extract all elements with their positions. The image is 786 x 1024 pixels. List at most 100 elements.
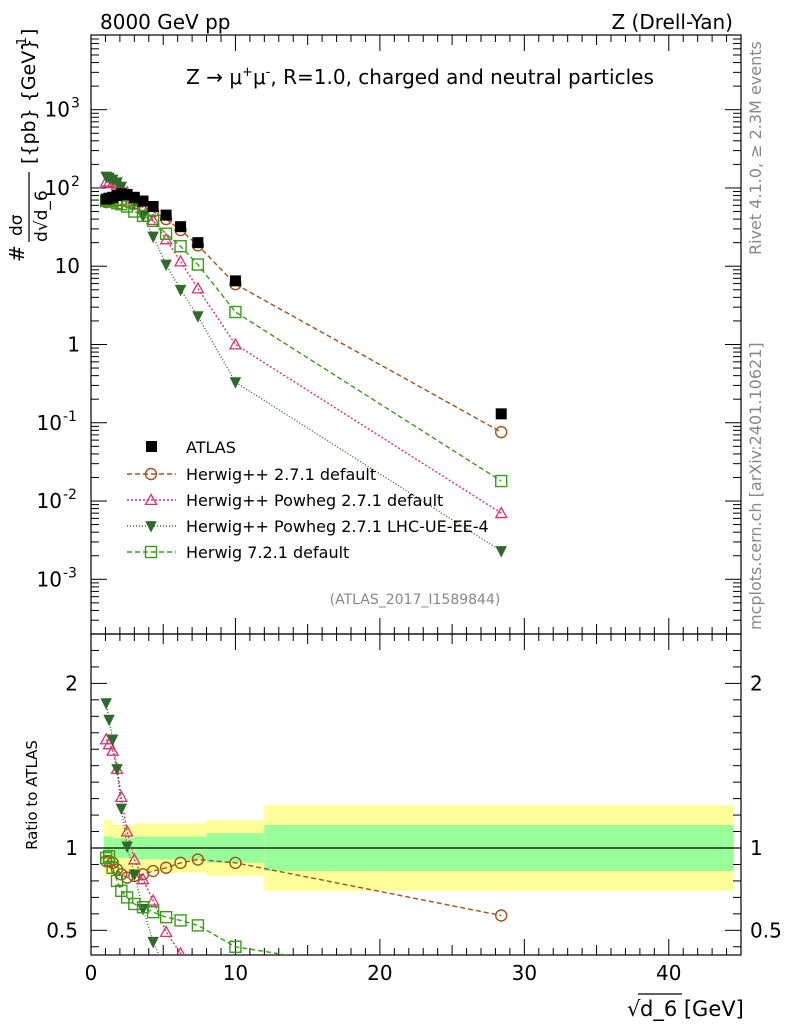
series-point-herwig-powheg-2-7-1-default — [173, 254, 188, 267]
series-line-herwig-powheg-2-7-1-default — [106, 181, 502, 514]
atlas-data-point — [175, 221, 187, 233]
ratio-point-herwig-powheg-2-7-1-lhc-ue-ee-4 — [106, 734, 119, 746]
series-point-herwig-7-2-1-default — [191, 258, 205, 271]
legend-marker-atlas — [146, 441, 157, 452]
y-tick-label-2: 10 -1 — [37, 409, 77, 435]
ratio-point-herwig-powheg-2-7-1-default — [159, 925, 173, 938]
y-tick-label-1: 10 -2 — [37, 487, 77, 513]
legend: ATLAS Herwig++ 2.7.1 default Herwig++ Pow… — [127, 438, 489, 562]
ratio-point-herwig-powheg-2-7-1-default — [175, 946, 186, 955]
legend-label-atlas: ATLAS — [186, 438, 236, 457]
ratio-point-herwig-powheg-2-7-1-lhc-ue-ee-4 — [115, 803, 128, 816]
series-point-herwig-powheg-2-7-1-default — [494, 506, 508, 519]
legend-marker-herwig-7-2-1-default — [144, 545, 158, 559]
ratio-tick-label-right-1: 1 — [750, 836, 763, 860]
y-tick-label-5: 10 2 — [45, 174, 80, 200]
atlas-data-point — [229, 275, 241, 287]
y-tick-label-6: 10 3 — [45, 96, 80, 122]
y-tick-label-base: 10 — [37, 489, 62, 513]
ratio-point-herwig-7-2-1-default — [146, 906, 160, 919]
ratio-point-herwig-powheg-2-7-1-default — [114, 790, 128, 803]
ratio-tick-label-left-2: 2 — [65, 671, 78, 695]
y-tick-label-base: 10 — [45, 98, 70, 122]
y-tick-label-base: 10 — [45, 176, 70, 200]
atlas-data-point — [121, 189, 133, 201]
svg-text:d_6 [GeV]: d_6 [GeV] — [640, 997, 744, 1022]
ratio-point-herwig-2-7-1-default — [120, 871, 134, 884]
mcplots-label: mcplots.cern.ch [arXiv:2401.10621] — [746, 342, 765, 630]
legend-marker-herwig-powheg-2-7-1-lhc-ue-ee-4 — [145, 521, 157, 533]
svg-text:#: # — [5, 245, 29, 262]
ratio-point-herwig-2-7-1-default — [174, 856, 187, 870]
ratio-point-herwig-powheg-2-7-1-default — [136, 872, 150, 885]
atlas-data-point — [147, 200, 159, 212]
ratio-point-herwig-2-7-1-default — [159, 861, 173, 874]
ratio-y-ticks — [91, 633, 741, 948]
series-point-herwig-7-2-1-default — [159, 227, 173, 240]
header-right: Z (Drell-Yan) — [611, 10, 733, 34]
series-point-herwig-7-2-1-default — [229, 305, 242, 319]
svg-text:[{pb} {GeV}: [{pb} {GeV} — [18, 39, 40, 164]
legend-label-herwig-7-2-1-default: Herwig 7.2.1 default — [186, 543, 349, 562]
svg-text:-1: -1 — [15, 37, 30, 50]
svg-text:√: √ — [627, 997, 641, 1021]
ratio-point-herwig-powheg-2-7-1-lhc-ue-ee-4 — [103, 714, 115, 727]
svg-text:dσ: dσ — [7, 214, 27, 236]
series-point-herwig-powheg-2-7-1-lhc-ue-ee-4 — [192, 311, 204, 323]
x-tick-label-30: 30 — [512, 961, 537, 985]
x-axis-label: √ d_6 [GeV] — [627, 993, 744, 1022]
x-tick-label-40: 40 — [656, 961, 681, 985]
series-point-herwig-powheg-2-7-1-lhc-ue-ee-4 — [495, 546, 507, 558]
atlas-data-point — [115, 188, 127, 200]
ratio-point-herwig-powheg-2-7-1-lhc-ue-ee-4 — [111, 764, 123, 776]
atlas-data-point — [137, 195, 149, 207]
ratio-plot: 0 10 20 30 40 0.5 0.5 1 1 2 2 — [46, 35, 782, 985]
y-tick-label-exp: -2 — [63, 487, 77, 503]
y-tick-label-4: 10 — [55, 254, 80, 278]
y-tick-label-base: 10 — [55, 254, 80, 278]
y-tick-label-3: 1 — [67, 332, 80, 356]
main-y-axis-label: # dσ d√d_6 [{pb} {GeV} -1 ] — [5, 29, 52, 262]
ratio-point-herwig-2-7-1-default — [229, 856, 242, 870]
ratio-point-herwig-7-2-1-default — [191, 919, 205, 932]
svg-text:]: ] — [18, 29, 40, 36]
ratio-point-herwig-7-2-1-default — [174, 914, 187, 927]
ratio-series — [99, 698, 508, 955]
y-ticks — [91, 34, 741, 635]
series-point-herwig-2-7-1-default — [495, 425, 508, 439]
ratio-point-herwig-powheg-2-7-1-lhc-ue-ee-4 — [121, 841, 133, 853]
ratio-y-axis-label: Ratio to ATLAS — [23, 740, 41, 850]
ratio-point-herwig-powheg-2-7-1-lhc-ue-ee-4 — [100, 698, 112, 710]
x-tick-label-20: 20 — [367, 961, 392, 985]
rivet-version-label: Rivet 4.1.0, ≥ 2.3M events — [746, 41, 765, 255]
ratio-point-herwig-7-2-1-default — [128, 897, 141, 911]
ratio-line-herwig-powheg-2-7-1-default — [105, 739, 184, 955]
ratio-point-herwig-powheg-2-7-1-default — [146, 893, 160, 906]
analysis-id: (ATLAS_2017_I1589844) — [330, 592, 501, 608]
ratio-tick-label-left-0.5: 0.5 — [46, 918, 78, 942]
plot-title: Z → μ+μ-, R=1.0, charged and neutral par… — [186, 65, 654, 89]
ratio-point-herwig-7-2-1-default — [120, 891, 134, 904]
ratio-tick-label-left-1: 1 — [65, 836, 78, 860]
ratio-point-herwig-7-2-1-default — [159, 910, 173, 924]
ratio-tick-label-right-0.5: 0.5 — [750, 918, 782, 942]
legend-label-herwig-powheg-2-7-1-lhc-ue-ee-4: Herwig++ Powheg 2.7.1 LHC-UE-EE-4 — [186, 517, 489, 536]
legend-marker-herwig-powheg-2-7-1-default — [144, 493, 158, 506]
series-line-herwig-7-2-1-default — [105, 199, 502, 482]
ratio-point-herwig-powheg-2-7-1-default — [106, 744, 120, 756]
y-tick-label-exp: 3 — [71, 96, 80, 112]
ratio-point-herwig-2-7-1-default — [146, 864, 160, 878]
atlas-data-point — [128, 191, 140, 203]
atlas-data-point — [160, 209, 172, 221]
ratio-point-herwig-powheg-2-7-1-lhc-ue-ee-4 — [147, 936, 159, 949]
legend-label-herwig-powheg-2-7-1-default: Herwig++ Powheg 2.7.1 default — [186, 491, 443, 510]
ratio-tick-label-right-2: 2 — [750, 671, 763, 695]
series-point-herwig-powheg-2-7-1-lhc-ue-ee-4 — [115, 181, 128, 194]
y-tick-label-base: 10 — [37, 411, 62, 435]
series-point-herwig-powheg-2-7-1-lhc-ue-ee-4 — [174, 284, 187, 297]
ratio-point-herwig-7-2-1-default — [229, 940, 242, 953]
series-point-herwig-powheg-2-7-1-lhc-ue-ee-4 — [147, 231, 159, 244]
series-point-herwig-powheg-2-7-1-lhc-ue-ee-4 — [160, 259, 172, 272]
